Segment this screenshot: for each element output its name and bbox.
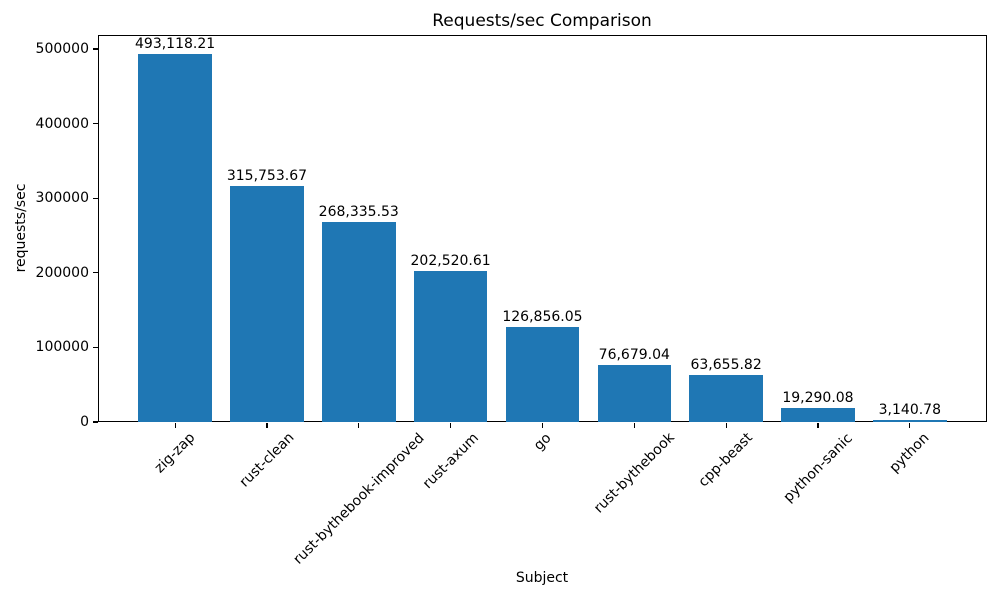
y-tick-label: 0: [80, 414, 89, 430]
bar-value-label: 3,140.78: [878, 401, 941, 418]
y-axis-title: requests/sec: [13, 183, 29, 273]
y-tick-mark: [93, 48, 98, 50]
y-tick-label: 300000: [35, 190, 89, 207]
bar-zig-zap: [138, 54, 212, 422]
bar-cpp-beast: [689, 374, 763, 422]
bar-rust-bythebook-improved: [322, 221, 396, 422]
x-tick-label: zig-zap: [151, 429, 199, 477]
y-tick-mark: [93, 421, 98, 423]
chart-title: Requests/sec Comparison: [432, 11, 652, 31]
x-tick-label: go: [530, 429, 555, 454]
bar-value-label: 126,856.05: [502, 309, 583, 326]
bar-value-label: 63,655.82: [690, 356, 762, 373]
bar-rust-axum: [413, 270, 488, 422]
bar-rust-bythebook: [597, 364, 672, 422]
x-tick-mark: [817, 423, 819, 428]
y-tick-label: 100000: [35, 339, 89, 356]
bar-value-label: 19,290.08: [782, 389, 854, 406]
x-tick-label: rust-clean: [236, 429, 298, 491]
y-tick-mark: [93, 272, 98, 274]
x-tick-mark: [450, 423, 452, 428]
bar-python-sanic: [781, 407, 855, 422]
bar-value-label: 493,118.21: [135, 36, 216, 53]
bar-rust-clean: [230, 186, 304, 422]
x-tick-label: rust-bythebook: [590, 429, 678, 517]
x-tick-mark: [358, 423, 360, 428]
bar-value-label: 76,679.04: [598, 346, 670, 363]
y-tick-mark: [93, 346, 98, 348]
y-tick-label: 200000: [35, 264, 89, 281]
x-tick-label: python-sanic: [780, 429, 856, 506]
y-tick-label: 500000: [35, 41, 89, 57]
y-tick-label: 400000: [35, 115, 89, 132]
x-tick-label: rust-axum: [419, 429, 482, 493]
x-tick-label: python: [886, 429, 933, 476]
x-tick-mark: [266, 423, 268, 428]
x-tick-mark: [633, 423, 635, 428]
x-tick-label: rust-bythebook-improved: [290, 429, 428, 568]
x-tick-label: cpp-beast: [695, 429, 757, 491]
bar-value-label: 315,753.67: [226, 168, 308, 185]
y-tick-mark: [93, 197, 98, 199]
x-tick-mark: [909, 423, 911, 428]
x-axis-title: Subject: [515, 570, 569, 586]
bar-python: [873, 419, 947, 422]
x-tick-mark: [725, 423, 727, 428]
bar-value-label: 268,335.53: [318, 203, 399, 220]
bar-value-label: 202,520.61: [410, 252, 491, 269]
x-tick-mark: [541, 423, 544, 428]
x-tick-mark: [174, 423, 176, 428]
bar-go: [505, 327, 580, 422]
y-tick-mark: [93, 123, 98, 125]
